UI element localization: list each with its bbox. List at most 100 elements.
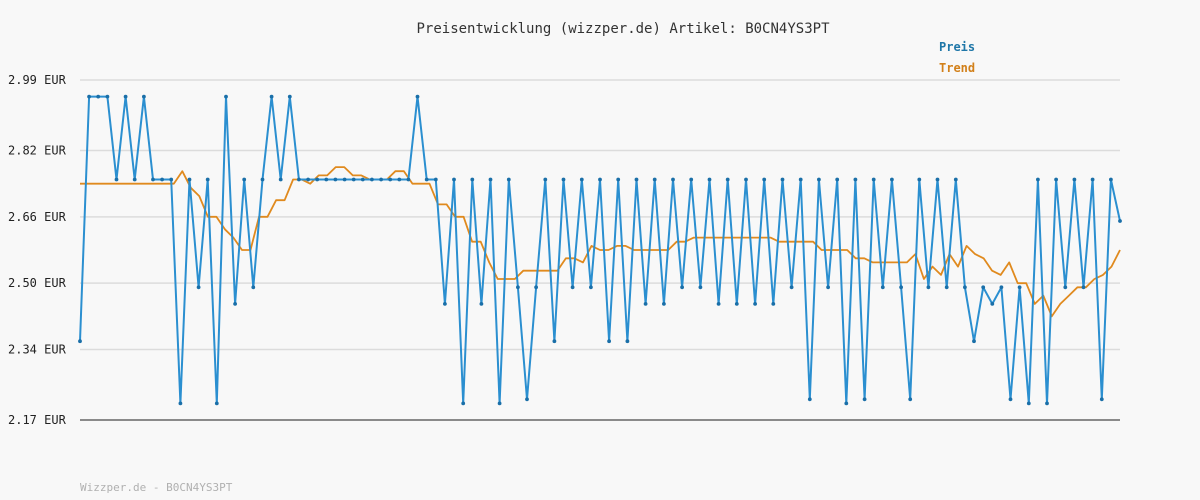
data-point [579,177,584,182]
legend-trend: Trend [939,61,975,75]
data-point [853,177,858,182]
y-tick-label: 2.34 EUR [8,343,67,357]
data-point [488,177,493,182]
data-point [433,177,438,182]
data-point [1045,401,1049,406]
data-point [1081,285,1086,290]
data-point [87,94,91,99]
y-tick-label: 2.82 EUR [8,143,67,157]
data-point [260,177,265,182]
data-point [917,177,922,182]
data-point [333,177,338,182]
data-point [443,302,447,306]
data-point [379,177,383,182]
data-point [634,177,639,182]
data-point [625,339,630,344]
data-point [1090,177,1095,182]
data-point [935,177,940,182]
data-point [160,177,165,182]
data-point [1017,285,1022,290]
data-point [744,177,748,182]
data-point [1008,397,1013,402]
chart-title: Preisentwicklung (wizzper.de) Artikel: B… [416,21,830,37]
y-tick-label: 2.66 EUR [8,210,67,224]
data-point [251,285,256,290]
data-point [716,302,721,306]
data-point [1036,177,1040,182]
data-point [753,302,757,306]
data-point [324,177,329,182]
series-group [78,94,1122,406]
data-point [780,177,785,182]
data-point [798,177,803,182]
data-point [1118,219,1122,223]
y-tick-label: 2.17 EUR [8,413,67,427]
data-point [360,177,365,182]
y-axis-ticks: 2.99 EUR 2.82 EUR 2.66 EUR 2.50 EUR 2.34 EUR… [8,73,67,427]
data-point [205,177,210,182]
data-point [269,94,274,99]
data-point [1072,177,1077,182]
data-point [497,401,502,406]
data-point [953,177,958,182]
data-point [525,397,529,402]
data-point [370,177,374,182]
data-point [835,177,840,182]
data-point [543,177,548,182]
data-point [589,285,593,290]
data-point [178,401,183,406]
data-point [725,177,730,182]
data-point [297,177,301,182]
data-point [114,177,119,182]
data-point [552,339,557,344]
data-point [990,302,995,306]
data-point [415,94,420,99]
data-point [807,397,812,402]
data-point [1109,177,1113,182]
legend: Preis Trend [939,40,975,75]
data-point [789,285,794,290]
data-point [662,302,666,306]
data-point [1026,401,1031,406]
data-point [461,401,466,406]
data-point [862,397,867,402]
data-point [598,177,602,182]
data-point [871,177,876,182]
data-point [132,177,137,182]
data-point [643,302,648,306]
data-point [734,302,739,306]
data-point [516,285,520,290]
data-point [169,177,174,182]
data-point [105,94,110,99]
data-point [680,285,684,290]
data-point [306,177,310,182]
data-point [926,285,931,290]
data-point [689,177,694,182]
data-point [196,285,201,290]
data-point [899,285,903,290]
series-line-trend [80,166,1121,318]
data-point [826,285,830,290]
data-point [999,285,1004,290]
data-point [698,285,703,290]
data-point [616,177,621,182]
data-point [452,177,456,182]
data-point [607,339,611,344]
grid-lines [80,79,1120,351]
data-point [880,285,885,290]
data-point [96,94,101,99]
data-point [570,285,575,290]
data-point [224,94,228,99]
data-point [890,177,894,182]
data-point [406,177,411,182]
y-tick-label: 2.99 EUR [8,73,67,87]
data-point [214,401,219,406]
data-point [1054,177,1058,182]
data-point [315,177,320,182]
data-point [534,285,538,290]
data-point [233,302,238,306]
legend-preis: Preis [939,40,975,54]
data-point [1099,397,1104,402]
data-point [287,94,292,99]
